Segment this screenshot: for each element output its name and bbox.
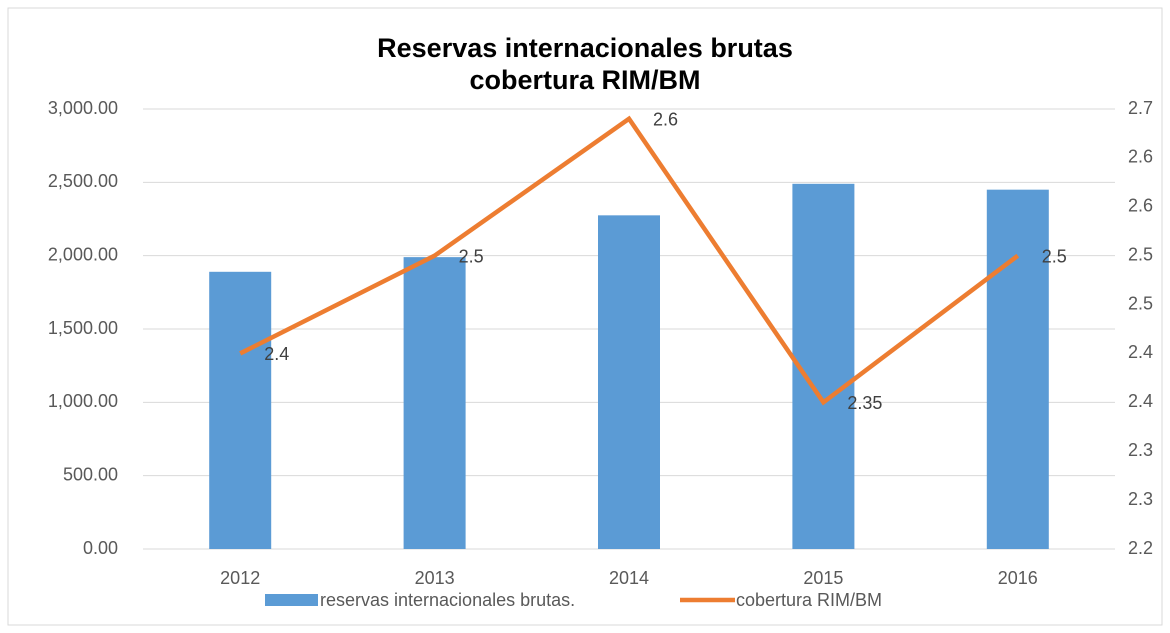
legend-swatch [265,594,318,606]
x-tick-label: 2015 [803,568,843,588]
y-tick-label: 1,000.00 [48,391,118,411]
x-tick-label: 2014 [609,568,649,588]
y2-tick-label: 2.5 [1128,293,1153,313]
y2-tick-label: 2.3 [1128,489,1153,509]
x-tick-label: 2016 [998,568,1038,588]
chart-title: cobertura RIM/BM [469,65,700,95]
data-label: 2.5 [459,246,484,266]
x-tick-label: 2013 [415,568,455,588]
bar [986,189,1049,549]
bar [403,257,466,549]
y2-tick-label: 2.6 [1128,196,1153,216]
y-tick-label: 500.00 [63,464,118,484]
data-label: 2.6 [653,110,678,130]
y-tick-label: 2,000.00 [48,244,118,264]
data-label: 2.35 [847,393,882,413]
y-tick-label: 0.00 [83,538,118,558]
y2-tick-label: 2.3 [1128,440,1153,460]
x-tick-label: 2012 [220,568,260,588]
legend-label: cobertura RIM/BM [736,590,882,610]
y2-tick-label: 2.4 [1128,391,1153,411]
y2-tick-label: 2.6 [1128,147,1153,167]
y-tick-label: 3,000.00 [48,98,118,118]
y-tick-label: 2,500.00 [48,171,118,191]
chart-title: Reservas internacionales brutas [377,33,793,63]
y2-tick-label: 2.2 [1128,538,1153,558]
line [239,115,1020,406]
data-label: 2.5 [1042,246,1067,266]
chart-border [7,7,1163,626]
y2-tick-label: 2.4 [1128,342,1153,362]
bar [598,215,660,550]
bar [792,183,855,550]
bar [209,271,272,549]
y2-tick-label: 2.5 [1128,244,1153,264]
y2-tick-label: 2.7 [1128,98,1153,118]
y-tick-label: 1,500.00 [48,318,118,338]
data-label: 2.4 [264,344,289,364]
legend-label: reservas internacionales brutas. [320,590,575,610]
